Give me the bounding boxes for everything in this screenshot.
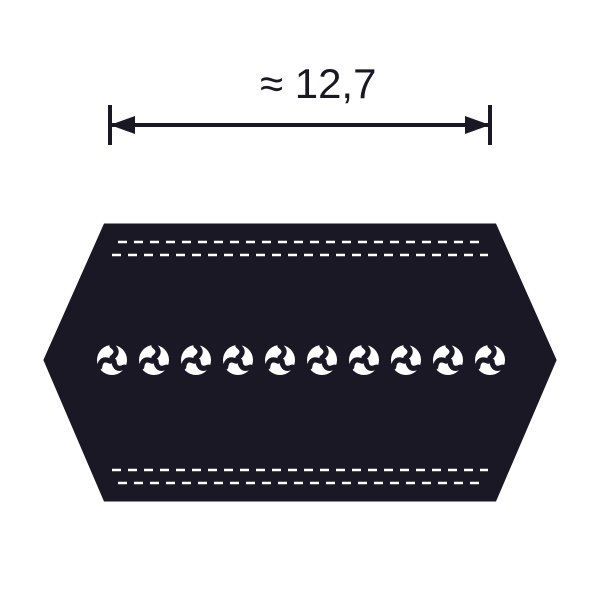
dimension-arrow-left bbox=[110, 116, 135, 134]
dimension-arrow-right bbox=[465, 116, 490, 134]
dimension-indicator bbox=[110, 105, 490, 145]
cord-icon bbox=[97, 345, 127, 375]
cord-icon bbox=[433, 345, 463, 375]
cord-icon bbox=[475, 345, 505, 375]
dimension-value-label: ≈ 12,7 bbox=[260, 60, 376, 108]
cord-icon bbox=[223, 345, 253, 375]
cord-icon bbox=[349, 345, 379, 375]
cord-icon bbox=[307, 345, 337, 375]
cord-icon bbox=[265, 345, 295, 375]
cord-icon bbox=[181, 345, 211, 375]
cord-icon bbox=[391, 345, 421, 375]
cord-icon bbox=[139, 345, 169, 375]
